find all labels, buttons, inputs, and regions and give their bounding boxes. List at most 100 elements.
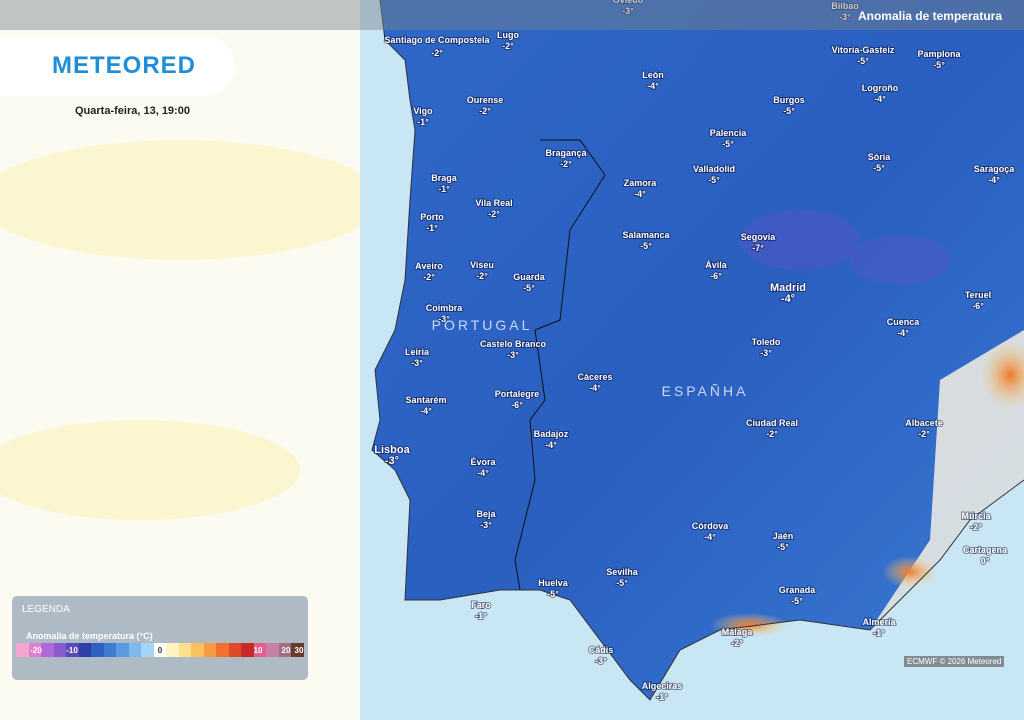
- city-name: Leiria: [405, 347, 430, 357]
- legend-subtitle: Anomalia de temperatura (°C): [26, 631, 153, 641]
- scale-swatch: [141, 643, 154, 657]
- city-anomaly: -2°: [431, 48, 443, 58]
- city-name: Teruel: [965, 290, 991, 300]
- city-name: Zamora: [624, 178, 658, 188]
- city-anomaly: -1°: [426, 223, 438, 233]
- city-name: Almería: [862, 617, 896, 627]
- city-anomaly: -3°: [385, 455, 399, 467]
- city-anomaly: -2°: [476, 271, 488, 281]
- scale-label: 30: [294, 646, 304, 655]
- city-anomaly: -5°: [722, 139, 734, 149]
- scale-swatch: [203, 643, 217, 657]
- city-name: Lisboa: [374, 444, 410, 456]
- city-name: Vila Real: [475, 198, 512, 208]
- city-name: Viseu: [470, 260, 494, 270]
- legend-title: LEGENDA: [22, 604, 70, 615]
- scale-swatch: [278, 643, 292, 657]
- city-name: Madrid: [770, 282, 806, 294]
- city-anomaly: -5°: [873, 163, 885, 173]
- scale-label: -20: [30, 646, 42, 655]
- city-name: Palencia: [710, 128, 748, 138]
- scale-swatch: [291, 643, 304, 657]
- scale-swatch: [53, 643, 67, 657]
- city-anomaly: -2°: [479, 106, 491, 116]
- city-anomaly: -4°: [420, 406, 432, 416]
- city-anomaly: -5°: [777, 542, 789, 552]
- city-anomaly: -7°: [752, 243, 764, 253]
- city-name: Córdova: [692, 521, 730, 531]
- city-name: Oviedo: [613, 0, 644, 5]
- city-anomaly: -4°: [781, 293, 795, 305]
- city-anomaly: -3°: [595, 656, 607, 666]
- city-anomaly: -5°: [616, 578, 628, 588]
- logo-panel: METEORED: [0, 36, 235, 96]
- city-anomaly: -2°: [423, 272, 435, 282]
- scale-swatch: [253, 643, 267, 657]
- city-name: Porto: [420, 212, 444, 222]
- city-anomaly: -2°: [970, 522, 982, 532]
- city-name: Faro: [471, 600, 491, 610]
- city-anomaly: -2°: [918, 429, 930, 439]
- city-anomaly: 0°: [981, 556, 990, 566]
- city-anomaly: -1°: [438, 184, 450, 194]
- logo: METEORED: [52, 52, 197, 79]
- scale-label: 10: [253, 646, 263, 655]
- city-anomaly: -1°: [417, 117, 429, 127]
- city-name: Sevilha: [606, 567, 639, 577]
- scale-swatch: [103, 643, 117, 657]
- country-name: ESPAÑHA: [662, 383, 749, 399]
- city-name: Vigo: [413, 106, 433, 116]
- city-name: Guarda: [513, 272, 546, 282]
- scale-swatch: [166, 643, 179, 657]
- city-name: Ourense: [467, 95, 504, 105]
- city-anomaly: -4°: [477, 468, 489, 478]
- city-anomaly: -5°: [857, 56, 869, 66]
- city-anomaly: -2°: [731, 638, 743, 648]
- city-name: Santiago de Compostela: [384, 35, 490, 45]
- city-anomaly: -3°: [622, 6, 634, 16]
- city-anomaly: -5°: [783, 106, 795, 116]
- forecast-date: Quarta-feira, 13, 19:00: [75, 105, 190, 117]
- city-anomaly: -4°: [988, 175, 1000, 185]
- scale-swatch: [78, 643, 92, 657]
- city-anomaly: -2°: [502, 41, 514, 51]
- city-anomaly: -5°: [791, 596, 803, 606]
- city-name: Lugo: [497, 30, 519, 40]
- city-name: Cáceres: [577, 372, 612, 382]
- city-name: Coimbra: [426, 303, 464, 313]
- scale-swatch: [228, 643, 242, 657]
- city-name: Évora: [470, 457, 496, 467]
- scale-swatch: [216, 643, 229, 657]
- city-name: Castelo Branco: [480, 339, 547, 349]
- city-anomaly: -2°: [560, 159, 572, 169]
- city-name: Toledo: [752, 337, 781, 347]
- city-anomaly: -1°: [873, 628, 885, 638]
- scale-label: -10: [66, 646, 78, 655]
- city-anomaly: -5°: [523, 283, 535, 293]
- scale-label: 20: [281, 646, 291, 655]
- city-name: Vitoria-Gasteiz: [832, 45, 895, 55]
- city-anomaly: -5°: [933, 60, 945, 70]
- city-name: Braga: [431, 173, 458, 183]
- scale-swatch: [66, 643, 79, 657]
- credit: ECMWF © 2026 Meteored: [904, 656, 1005, 667]
- country-name: PORTUGAL: [432, 317, 533, 333]
- scale-swatch: [191, 643, 204, 657]
- city-anomaly: -5°: [547, 589, 559, 599]
- city-name: Algeciras: [642, 681, 683, 691]
- scale-swatch: [41, 643, 54, 657]
- city-anomaly: -2°: [766, 429, 778, 439]
- city-name: Ávila: [705, 260, 728, 270]
- color-scale: [16, 643, 304, 657]
- city-anomaly: -3°: [760, 348, 772, 358]
- city-anomaly: -4°: [647, 81, 659, 91]
- city-anomaly: -5°: [640, 241, 652, 251]
- city-anomaly: -4°: [874, 94, 886, 104]
- scale-swatch: [128, 643, 142, 657]
- city-name: Logroño: [862, 83, 899, 93]
- city-name: Ciudad Real: [746, 418, 798, 428]
- city-name: Albacete: [905, 418, 943, 428]
- city-anomaly: -4°: [634, 189, 646, 199]
- scale-swatch: [116, 643, 129, 657]
- city-name: Badajoz: [534, 429, 569, 439]
